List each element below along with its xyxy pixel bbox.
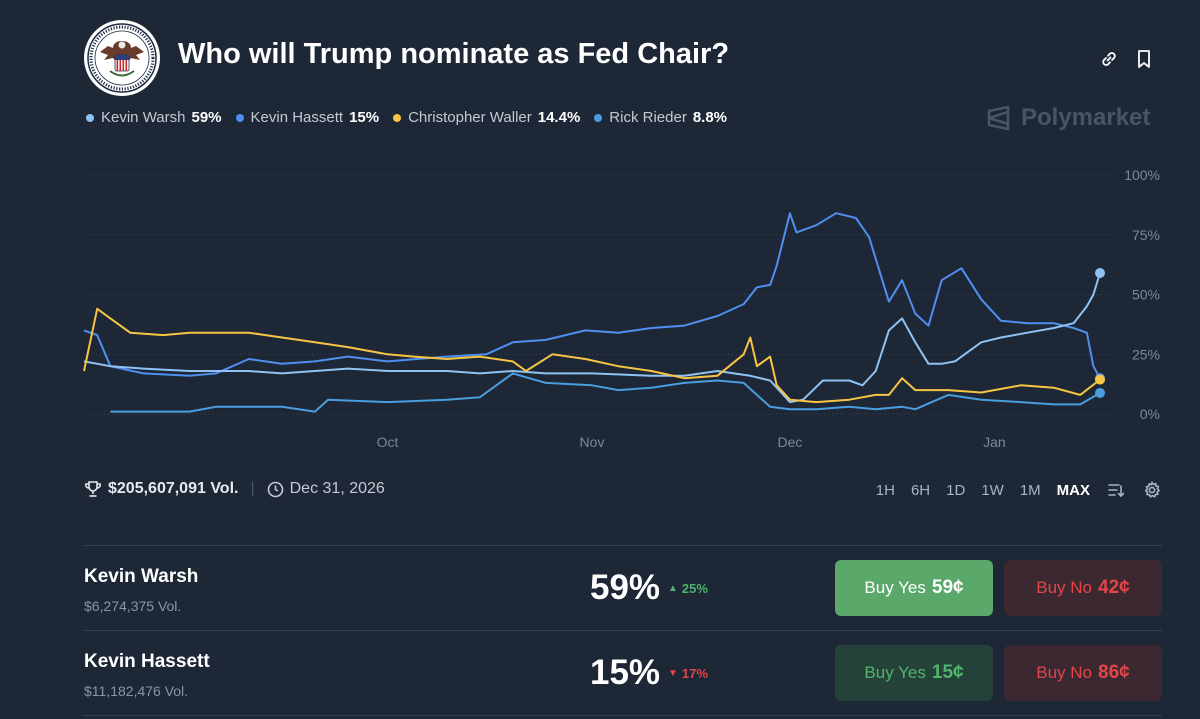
x-tick-label: Dec <box>777 434 802 450</box>
total-volume: $205,607,091 Vol. <box>108 480 239 497</box>
outcome-change: ▲ 25% <box>668 581 708 596</box>
range-1d-button[interactable]: 1D <box>946 481 966 499</box>
buy-yes-price: 59¢ <box>931 577 964 598</box>
legend-pct: 15% <box>349 109 380 126</box>
series-end-point <box>1095 374 1105 385</box>
range-6h-button[interactable]: 6H <box>910 481 931 499</box>
bookmark-icon[interactable] <box>1133 48 1155 70</box>
range-max-button[interactable]: MAX <box>1056 481 1090 499</box>
legend-item[interactable]: Kevin Hassett 15% <box>235 109 380 126</box>
trophy-icon <box>85 481 101 497</box>
legend-pct: 14.4% <box>537 109 581 126</box>
buy-no-label: Buy No <box>1036 578 1093 597</box>
row-divider <box>84 630 1162 631</box>
range-1w-button[interactable]: 1W <box>981 481 1004 499</box>
chart-legend: Kevin Warsh 59% Kevin Hassett 15% Christ… <box>86 109 741 126</box>
legend-item[interactable]: Kevin Warsh 59% <box>86 109 222 126</box>
outcome-change: ▼ 17% <box>668 666 708 681</box>
legend-dot <box>235 113 244 122</box>
meta-separator: | <box>250 480 255 497</box>
settings-gear-icon[interactable] <box>1142 480 1162 500</box>
range-1h-button[interactable]: 1H <box>875 481 895 499</box>
series-end-point <box>1095 387 1105 398</box>
legend-name: Christopher Waller <box>408 109 532 126</box>
legend-pct: 8.8% <box>692 109 728 126</box>
brand-name: Polymarket <box>1021 104 1151 131</box>
market-title: Who will Trump nominate as Fed Chair? <box>178 38 730 70</box>
series-end-point <box>1095 267 1105 278</box>
x-tick-label: Oct <box>377 434 399 450</box>
series-line <box>83 212 1101 379</box>
y-tick-label: 50% <box>1132 287 1160 303</box>
buy-yes-button[interactable]: Buy Yes 59¢ <box>835 560 993 616</box>
buy-yes-label: Buy Yes <box>864 663 926 682</box>
change-value: 17% <box>681 666 708 681</box>
market-meta: $205,607,091 Vol. | Dec 31, 2026 <box>84 480 385 498</box>
series-line <box>83 272 1101 404</box>
y-tick-label: 25% <box>1132 346 1160 362</box>
x-tick-label: Jan <box>983 434 1006 450</box>
range-1m-button[interactable]: 1M <box>1019 481 1041 499</box>
time-range-selector: 1H 6H 1D 1W 1M MAX <box>860 480 1162 500</box>
outcome-name: Kevin Hassett <box>84 651 210 672</box>
legend-dot <box>86 113 94 122</box>
sort-icon[interactable] <box>1106 480 1126 500</box>
y-tick-label: 100% <box>1124 167 1160 183</box>
outcome-volume: $11,182,476 Vol. <box>84 683 189 699</box>
legend-name: Rick Rieder <box>609 109 687 126</box>
series-line <box>110 372 1101 413</box>
buy-yes-button[interactable]: Buy Yes 15¢ <box>835 645 993 701</box>
legend-item[interactable]: Rick Rieder 8.8% <box>594 109 727 126</box>
outcome-probability: 15% <box>590 653 661 692</box>
buy-no-label: Buy No <box>1036 663 1093 682</box>
legend-name: Kevin Hassett <box>250 109 344 126</box>
polymarket-brand: Polymarket <box>986 104 1150 132</box>
outcome-name: Kevin Warsh <box>84 566 199 587</box>
triangle-up-icon: ▲ <box>668 583 678 594</box>
x-tick-label: Nov <box>580 434 605 450</box>
section-divider <box>84 545 1162 546</box>
buy-no-price: 86¢ <box>1098 662 1130 683</box>
buy-no-button[interactable]: Buy No 42¢ <box>1004 560 1162 616</box>
series-line <box>83 307 1101 404</box>
buy-no-button[interactable]: Buy No 86¢ <box>1004 645 1162 701</box>
legend-name: Kevin Warsh <box>101 109 186 126</box>
change-value: 25% <box>681 581 708 596</box>
legend-pct: 59% <box>191 109 222 126</box>
y-tick-label: 0% <box>1140 406 1160 422</box>
buy-yes-label: Buy Yes <box>864 578 926 597</box>
outcome-row[interactable]: Kevin Hassett $11,182,476 Vol. 15% ▼ 17%… <box>84 631 1162 715</box>
price-history-chart[interactable]: 0% 25% 50% 75% 100% Oct Nov Dec Jan <box>0 150 1200 460</box>
clock-icon <box>267 481 283 497</box>
buy-no-price: 42¢ <box>1098 577 1130 598</box>
buy-yes-price: 15¢ <box>931 662 964 683</box>
row-divider <box>84 715 1162 716</box>
fed-seal-logo <box>84 20 160 96</box>
end-date: Dec 31, 2026 <box>289 480 385 497</box>
outcome-probability: 59% <box>590 568 661 607</box>
link-icon[interactable] <box>1098 48 1120 70</box>
legend-item[interactable]: Christopher Waller 14.4% <box>393 109 580 126</box>
outcome-row[interactable]: Kevin Warsh $6,274,375 Vol. 59% ▲ 25% Bu… <box>84 546 1162 630</box>
legend-dot <box>594 113 603 122</box>
fed-seal-icon <box>87 23 157 93</box>
y-tick-label: 75% <box>1132 227 1160 243</box>
outcome-volume: $6,274,375 Vol. <box>84 598 182 614</box>
triangle-down-icon: ▼ <box>668 668 678 679</box>
legend-dot <box>393 113 402 122</box>
polymarket-logo-icon <box>987 105 1010 131</box>
